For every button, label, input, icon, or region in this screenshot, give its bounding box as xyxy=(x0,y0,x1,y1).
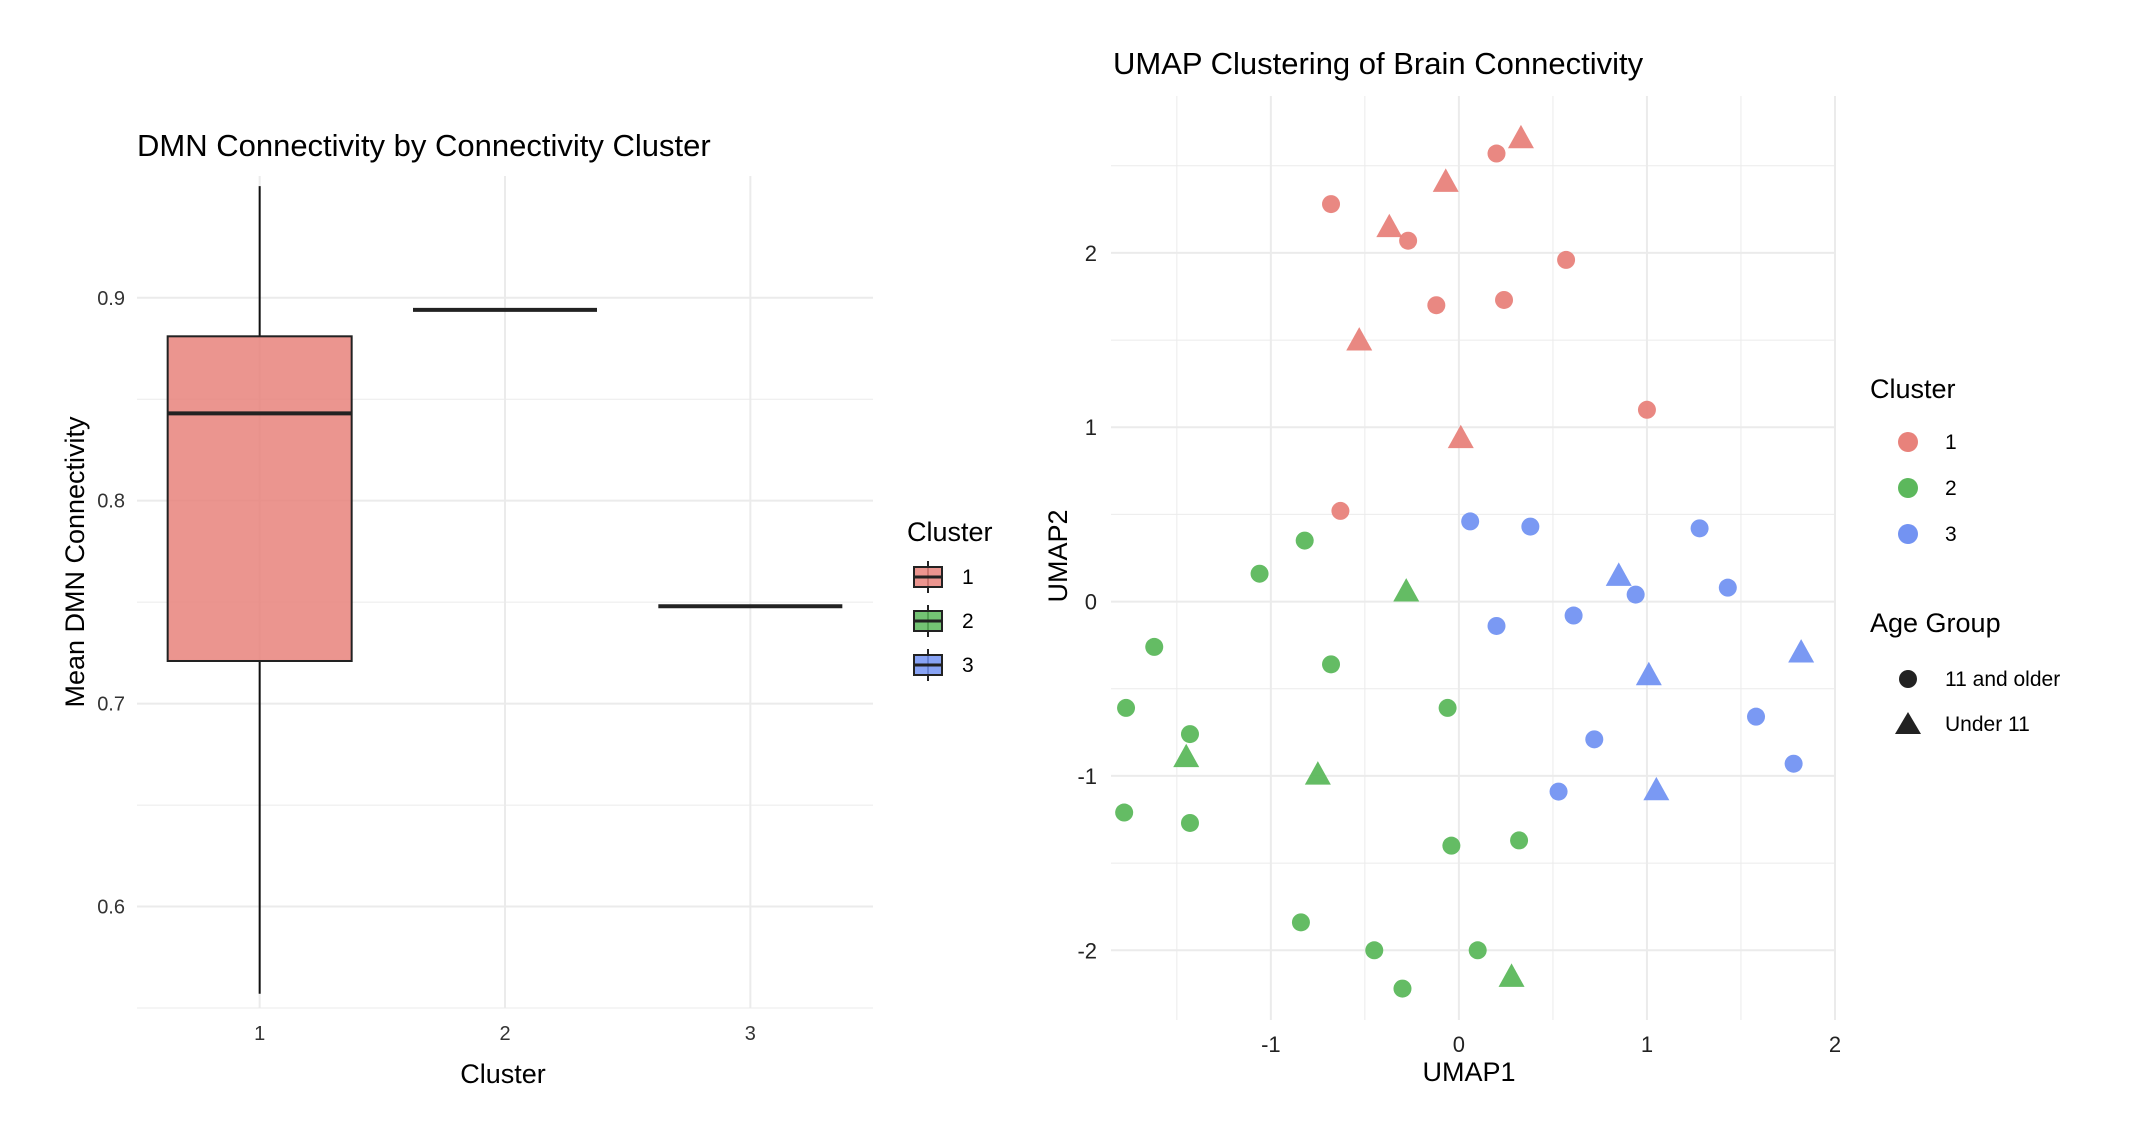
box-plot-y-axis-title: Mean DMN Connectivity xyxy=(60,416,90,708)
umap-point-triangle xyxy=(1498,963,1525,987)
umap-legend-cluster-title: Cluster xyxy=(1870,374,1956,404)
box-plot-marks xyxy=(166,186,843,994)
umap-legend-age-label: Under 11 xyxy=(1945,713,2030,736)
box-plot-panel: 0.6 0.7 0.8 0.9 1 2 3 DMN Connectivity by Conn… xyxy=(60,128,993,1089)
umap-point-circle xyxy=(1585,730,1604,749)
umap-point-triangle xyxy=(1346,327,1373,351)
umap-point-circle xyxy=(1557,250,1576,269)
umap-y-tick-label: 2 xyxy=(1085,241,1097,266)
umap-legend-cluster-label: 2 xyxy=(1945,477,1957,500)
umap-point-circle xyxy=(1291,913,1310,932)
umap-legend-age-key-circle xyxy=(1899,670,1917,688)
umap-legend-cluster-label: 3 xyxy=(1945,523,1957,546)
umap-point-circle xyxy=(1510,831,1529,850)
umap-legend: Cluster Age Group 1 2 3 11 and older Under 1… xyxy=(1870,374,2060,736)
umap-grid xyxy=(1111,96,1836,1020)
umap-point-circle xyxy=(1784,754,1803,773)
box-legend-label: 2 xyxy=(962,610,974,633)
umap-point-circle xyxy=(1495,290,1514,309)
umap-point-circle xyxy=(1521,517,1540,536)
umap-legend-cluster-label: 1 xyxy=(1945,431,1957,454)
umap-x-tick-label: 0 xyxy=(1453,1032,1465,1057)
umap-point-circle xyxy=(1117,698,1136,717)
umap-point-circle xyxy=(1399,231,1418,250)
umap-y-tick-label: 0 xyxy=(1085,590,1097,615)
box-x-tick-label: 3 xyxy=(745,1023,756,1045)
umap-point-triangle xyxy=(1376,213,1403,238)
umap-legend-age-title: Age Group xyxy=(1870,608,2001,638)
umap-point-circle xyxy=(1461,512,1480,531)
umap-point-circle xyxy=(1295,531,1314,550)
umap-point-triangle xyxy=(1788,639,1815,663)
box-x-tick-label: 2 xyxy=(499,1023,510,1045)
umap-point-triangle xyxy=(1447,424,1474,449)
umap-point-circle xyxy=(1427,296,1446,315)
box-plot-ticks: 0.6 0.7 0.8 0.9 1 2 3 xyxy=(97,288,756,1045)
umap-point-circle xyxy=(1747,707,1766,726)
umap-legend-age-label: 11 and older xyxy=(1945,668,2060,691)
umap-point-circle xyxy=(1180,725,1199,744)
umap-x-tick-label: 1 xyxy=(1641,1032,1653,1057)
umap-point-circle xyxy=(1637,400,1656,419)
umap-point-circle xyxy=(1487,616,1506,635)
umap-point-circle xyxy=(1322,655,1341,674)
umap-point-circle xyxy=(1690,519,1709,538)
umap-point-triangle xyxy=(1304,761,1331,785)
box-y-tick-label: 0.7 xyxy=(97,694,125,716)
box-plot-title: DMN Connectivity by Connectivity Cluster xyxy=(137,128,711,163)
umap-point-circle xyxy=(1487,144,1506,163)
box-y-tick-label: 0.6 xyxy=(97,897,125,919)
umap-point-circle xyxy=(1250,564,1269,583)
umap-point-triangle xyxy=(1643,776,1670,801)
box-plot-legend: Cluster 1 2 3 xyxy=(907,517,993,681)
umap-point-circle xyxy=(1331,501,1350,520)
umap-y-tick-label: 1 xyxy=(1085,415,1097,440)
box-x-tick-label: 1 xyxy=(254,1023,265,1045)
umap-scatter-panel: -1 0 1 2 -2 -1 0 1 2 UMAP Clustering of Brain Co… xyxy=(1043,46,2060,1087)
umap-point-circle xyxy=(1180,813,1199,832)
box-legend-title: Cluster xyxy=(907,517,993,547)
umap-point-circle xyxy=(1626,585,1645,604)
umap-x-axis-title: UMAP1 xyxy=(1422,1057,1515,1087)
box-y-tick-label: 0.8 xyxy=(97,491,125,513)
umap-point-triangle xyxy=(1173,743,1200,768)
umap-point-circle xyxy=(1145,637,1164,656)
umap-point-circle xyxy=(1393,979,1412,998)
umap-point-circle xyxy=(1564,606,1583,625)
umap-x-tick-label: -1 xyxy=(1261,1032,1281,1057)
umap-y-axis-title: UMAP2 xyxy=(1043,509,1073,602)
umap-point-circle xyxy=(1442,836,1461,855)
box-y-tick-label: 0.9 xyxy=(97,288,125,310)
umap-legend-cluster-key xyxy=(1898,432,1918,452)
umap-ticks: -1 0 1 2 -2 -1 0 1 2 xyxy=(1077,241,1841,1057)
umap-point-circle xyxy=(1365,941,1384,960)
umap-title: UMAP Clustering of Brain Connectivity xyxy=(1113,46,1644,81)
umap-y-tick-label: -1 xyxy=(1077,764,1097,789)
umap-point-circle xyxy=(1718,578,1737,597)
umap-point-triangle xyxy=(1635,661,1662,686)
umap-point-triangle xyxy=(1605,562,1632,586)
umap-point-circle xyxy=(1115,803,1134,822)
umap-points xyxy=(1115,124,1815,998)
umap-y-tick-label: -2 xyxy=(1077,938,1097,963)
umap-point-triangle xyxy=(1432,168,1459,192)
umap-legend-cluster-key xyxy=(1898,478,1918,498)
box-iqr-rect xyxy=(166,335,353,662)
umap-point-triangle xyxy=(1393,578,1420,602)
box-legend-label: 1 xyxy=(962,566,974,589)
box-plot-x-axis-title: Cluster xyxy=(460,1059,546,1089)
umap-point-circle xyxy=(1549,782,1568,801)
umap-legend-age-key-triangle xyxy=(1895,712,1921,734)
umap-x-tick-label: 2 xyxy=(1829,1032,1841,1057)
umap-point-triangle xyxy=(1507,124,1534,149)
umap-point-circle xyxy=(1322,195,1341,214)
umap-point-circle xyxy=(1468,941,1487,960)
umap-point-circle xyxy=(1438,698,1457,717)
box-legend-label: 3 xyxy=(962,654,974,677)
umap-legend-cluster-key xyxy=(1898,524,1918,544)
